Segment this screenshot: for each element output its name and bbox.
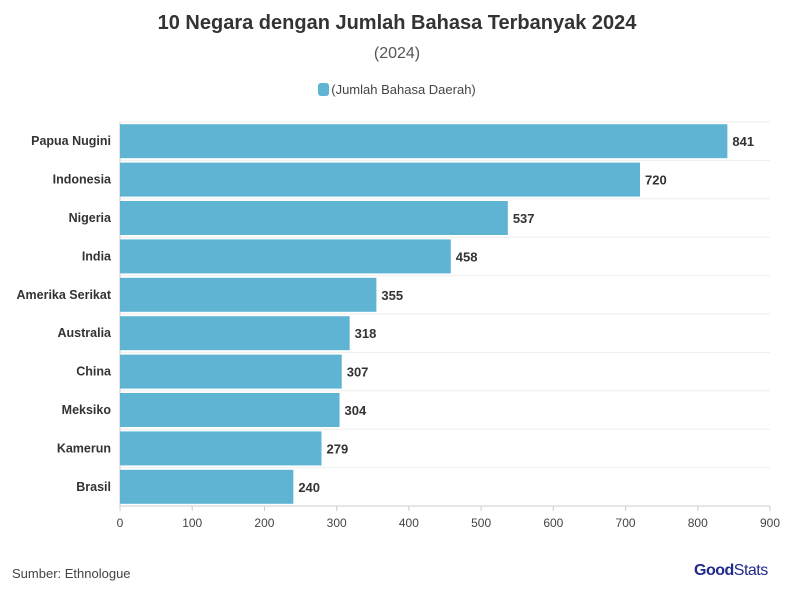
data-label: 537	[513, 211, 535, 226]
category-label: China	[76, 365, 112, 379]
legend-label: (Jumlah Bahasa Daerah)	[331, 82, 476, 97]
x-tick-label: 0	[117, 516, 124, 530]
x-tick-label: 600	[543, 516, 563, 530]
chart-title: 10 Negara dengan Jumlah Bahasa Terbanyak…	[157, 12, 637, 34]
x-tick-label: 700	[616, 516, 636, 530]
x-tick-label: 900	[760, 516, 780, 530]
bar	[120, 354, 342, 389]
source-note: Sumber: Ethnologue	[12, 566, 131, 581]
category-label: Meksiko	[62, 403, 112, 417]
category-label: Indonesia	[53, 173, 112, 187]
data-label: 307	[347, 365, 369, 380]
bar	[120, 431, 322, 466]
x-tick-label: 100	[182, 516, 202, 530]
x-tick-label: 800	[688, 516, 708, 530]
category-label: Kamerun	[57, 441, 111, 455]
data-label: 304	[345, 403, 367, 418]
data-label: 318	[355, 326, 377, 341]
category-label: Amerika Serikat	[16, 288, 111, 302]
bar	[120, 277, 377, 312]
bar	[120, 316, 350, 351]
legend-swatch	[318, 83, 330, 96]
x-tick-label: 500	[471, 516, 491, 530]
legend[interactable]: (Jumlah Bahasa Daerah)	[0, 82, 794, 97]
chart-subtitle: (2024)	[373, 45, 421, 62]
goodstats-logo: GoodStats	[694, 562, 768, 579]
category-label: Brasil	[76, 480, 111, 494]
data-label: 279	[327, 441, 349, 456]
data-label: 720	[645, 173, 667, 188]
category-label: Papua Nugini	[31, 134, 111, 148]
bar	[120, 162, 640, 197]
bar	[120, 393, 340, 427]
category-label: Nigeria	[69, 211, 112, 225]
bar	[120, 239, 451, 274]
x-tick-label: 200	[254, 516, 274, 530]
bar	[120, 201, 508, 235]
data-label: 458	[456, 249, 478, 264]
bar	[120, 469, 294, 504]
category-label: Australia	[58, 326, 113, 340]
data-label: 355	[381, 288, 403, 303]
data-label: 240	[298, 480, 320, 495]
x-tick-label: 300	[327, 516, 347, 530]
category-label: India	[82, 249, 112, 263]
bar	[120, 124, 728, 159]
data-label: 841	[732, 134, 754, 149]
x-tick-label: 400	[399, 516, 419, 530]
